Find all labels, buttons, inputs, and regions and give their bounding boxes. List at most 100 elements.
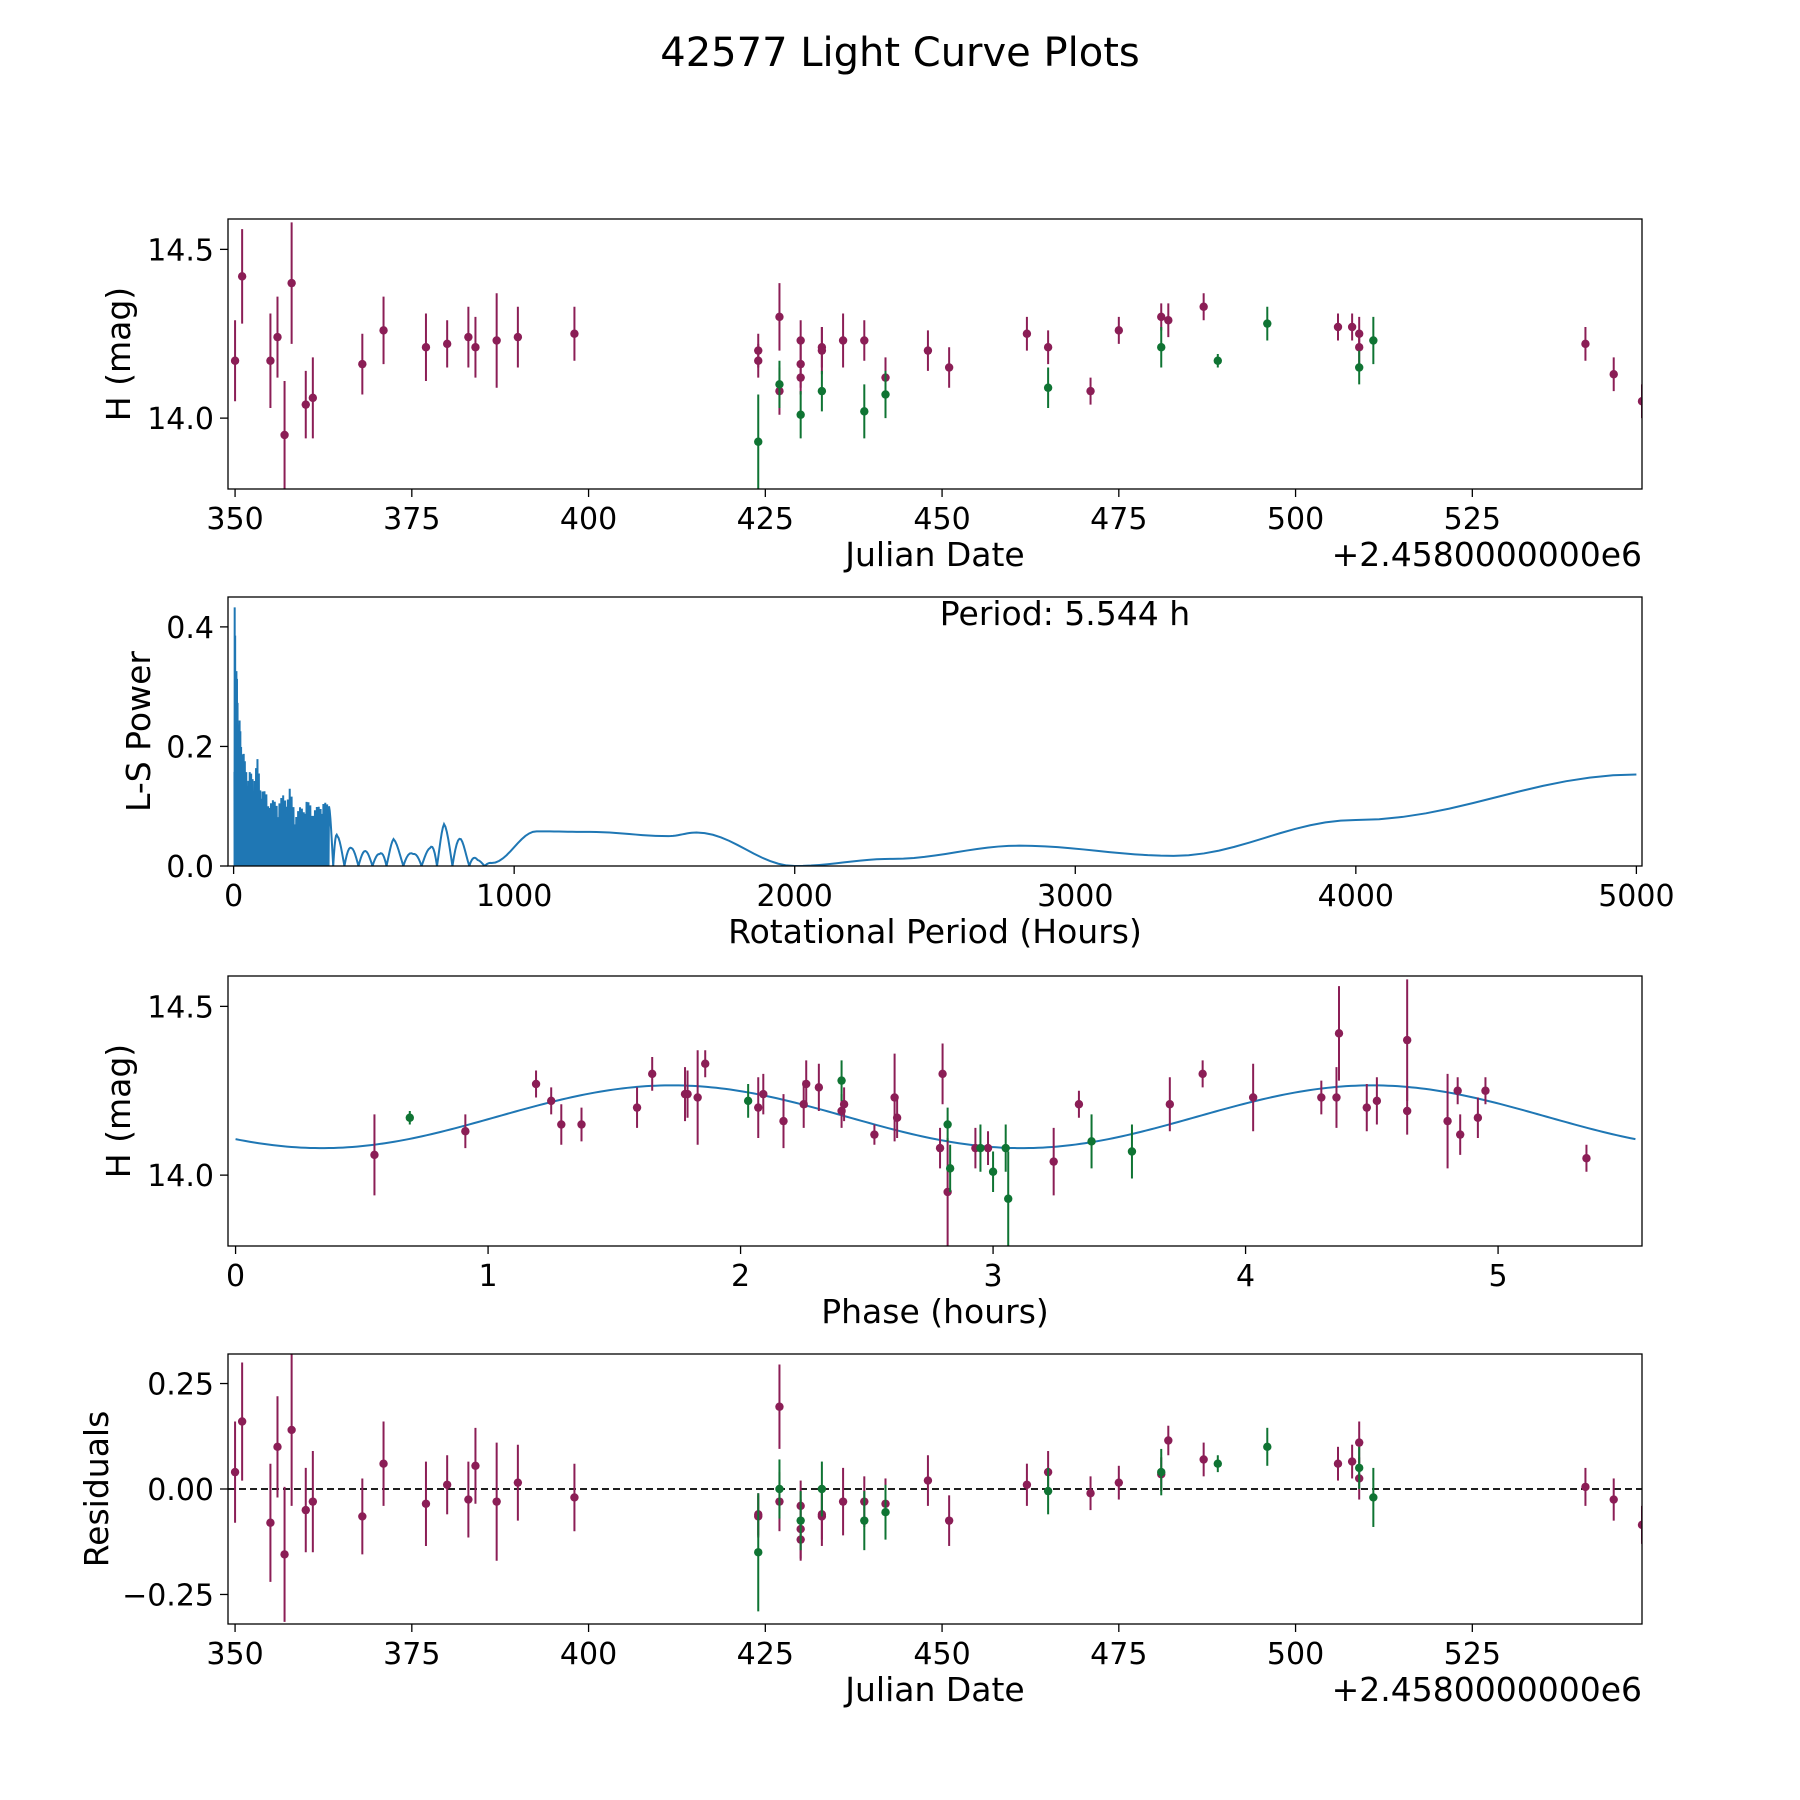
lc-point-magenta	[1164, 316, 1173, 325]
phase-point-magenta	[938, 1069, 947, 1079]
res-xtick-label: 375	[383, 1637, 440, 1672]
phase-point-magenta	[531, 1079, 541, 1089]
lc-point-magenta	[421, 343, 431, 352]
lc-xtick-label: 475	[1090, 502, 1147, 537]
phase-point-green	[945, 1164, 955, 1173]
res-point-green	[1043, 1486, 1053, 1496]
lc-point-magenta	[237, 272, 247, 281]
phase-point-magenta	[1198, 1069, 1207, 1079]
phase-point-magenta	[577, 1120, 586, 1129]
res-point-green	[1355, 1463, 1364, 1473]
lc-point-magenta	[266, 356, 275, 365]
phase-xtick-label: 1	[479, 1259, 498, 1294]
lc-xtick-label: 375	[383, 502, 440, 537]
res-xtick-label: 450	[913, 1637, 970, 1672]
period-annotation: Period: 5.544 h	[940, 594, 1190, 633]
lc-point-magenta	[1022, 329, 1032, 338]
res-point-green	[1157, 1467, 1166, 1477]
lc-point-magenta	[796, 373, 805, 382]
phase-point-magenta	[1332, 1093, 1341, 1102]
lc-point-green	[775, 380, 784, 389]
res-point-magenta	[1637, 1520, 1642, 1530]
res-point-magenta	[944, 1516, 954, 1525]
phase-point-green	[1001, 1143, 1010, 1153]
phase-point-green	[743, 1096, 753, 1106]
lc-point-magenta	[464, 332, 473, 342]
phase-point-magenta	[759, 1089, 768, 1099]
lc-xtick-label: 450	[913, 502, 970, 537]
res-point-magenta	[1114, 1478, 1124, 1487]
res-point-magenta	[838, 1497, 848, 1506]
ls-ytick-label: 0.4	[166, 611, 214, 646]
lc-point-green	[796, 410, 805, 419]
phase-point-green	[943, 1120, 952, 1129]
lc-panel: 350 375 400 425 450 475 500 525 14.0 14.5 Julian D…	[99, 218, 1643, 574]
phase-point-magenta	[779, 1116, 788, 1126]
lc-xtick-label: 400	[560, 502, 617, 537]
lc-point-magenta	[923, 346, 933, 355]
phase-point-magenta	[1402, 1106, 1412, 1116]
res-xtick-label: 350	[206, 1637, 263, 1672]
phase-point-green	[976, 1143, 985, 1153]
res-point-green	[817, 1484, 827, 1494]
res-point-magenta	[358, 1512, 367, 1521]
lc-point-magenta	[754, 356, 763, 365]
lc-point-magenta	[308, 393, 318, 403]
phase-point-magenta	[1443, 1116, 1452, 1126]
res-point-green	[796, 1516, 805, 1525]
res-point-green	[754, 1548, 763, 1557]
lc-axes-frame	[227, 218, 1643, 490]
phase-point-green	[837, 1076, 846, 1085]
phase-point-magenta	[1049, 1157, 1058, 1166]
phase-point-magenta	[683, 1089, 692, 1099]
phase-point-green	[1004, 1194, 1013, 1203]
res-point-magenta	[1355, 1438, 1364, 1447]
lc-point-magenta	[230, 356, 240, 365]
res-xtick-label: 400	[560, 1637, 617, 1672]
res-point-magenta	[775, 1402, 784, 1411]
phase-xtick-label: 4	[1236, 1259, 1255, 1294]
res-point-magenta	[442, 1480, 452, 1489]
res-point-green	[775, 1484, 784, 1494]
res-point-magenta	[464, 1495, 473, 1504]
res-ytick-label: −0.25	[122, 1578, 214, 1613]
phase-axes-frame	[227, 975, 1643, 1247]
ls-xlabel: Rotational Period (Hours)	[728, 912, 1142, 951]
res-point-magenta	[1164, 1436, 1173, 1445]
periodogram-curve	[233, 607, 1637, 866]
phase-xlabel: Phase (hours)	[821, 1292, 1049, 1331]
res-point-magenta	[237, 1417, 247, 1426]
phase-point-magenta	[839, 1100, 849, 1109]
lc-xtick-label: 500	[1267, 502, 1324, 537]
lc-ylabel: H (mag)	[99, 287, 138, 421]
phase-point-magenta	[1372, 1096, 1382, 1106]
res-point-magenta	[513, 1478, 523, 1487]
lc-point-magenta	[1199, 302, 1208, 311]
lc-point-magenta	[1086, 386, 1095, 396]
res-data-layer	[228, 1354, 1642, 1622]
lc-point-green	[754, 437, 763, 446]
res-ytick-label: 0.25	[147, 1368, 214, 1403]
phase-point-magenta	[461, 1127, 470, 1136]
lc-point-green	[881, 390, 890, 399]
phase-point-magenta	[935, 1143, 945, 1153]
res-point-magenta	[1347, 1457, 1357, 1466]
phase-point-magenta	[547, 1096, 556, 1106]
res-point-magenta	[1333, 1459, 1343, 1468]
lc-point-magenta	[1609, 370, 1618, 379]
res-point-magenta	[273, 1442, 282, 1452]
ls-axes-frame	[227, 596, 1643, 867]
res-point-green	[1369, 1493, 1378, 1502]
phase-point-magenta	[802, 1079, 811, 1089]
phase-point-magenta	[1248, 1093, 1258, 1102]
phase-point-magenta	[1481, 1086, 1490, 1095]
figure-title: 42577 Light Curve Plots	[660, 30, 1139, 76]
lc-point-green	[1043, 383, 1053, 392]
phase-point-magenta	[754, 1103, 763, 1112]
ls-xtick-label: 3000	[1037, 879, 1113, 914]
ls-ylabel: L-S Power	[119, 651, 158, 812]
res-point-green	[860, 1516, 869, 1525]
lc-point-magenta	[273, 332, 282, 342]
lc-point-magenta	[513, 332, 523, 342]
phase-point-magenta	[1453, 1086, 1462, 1095]
